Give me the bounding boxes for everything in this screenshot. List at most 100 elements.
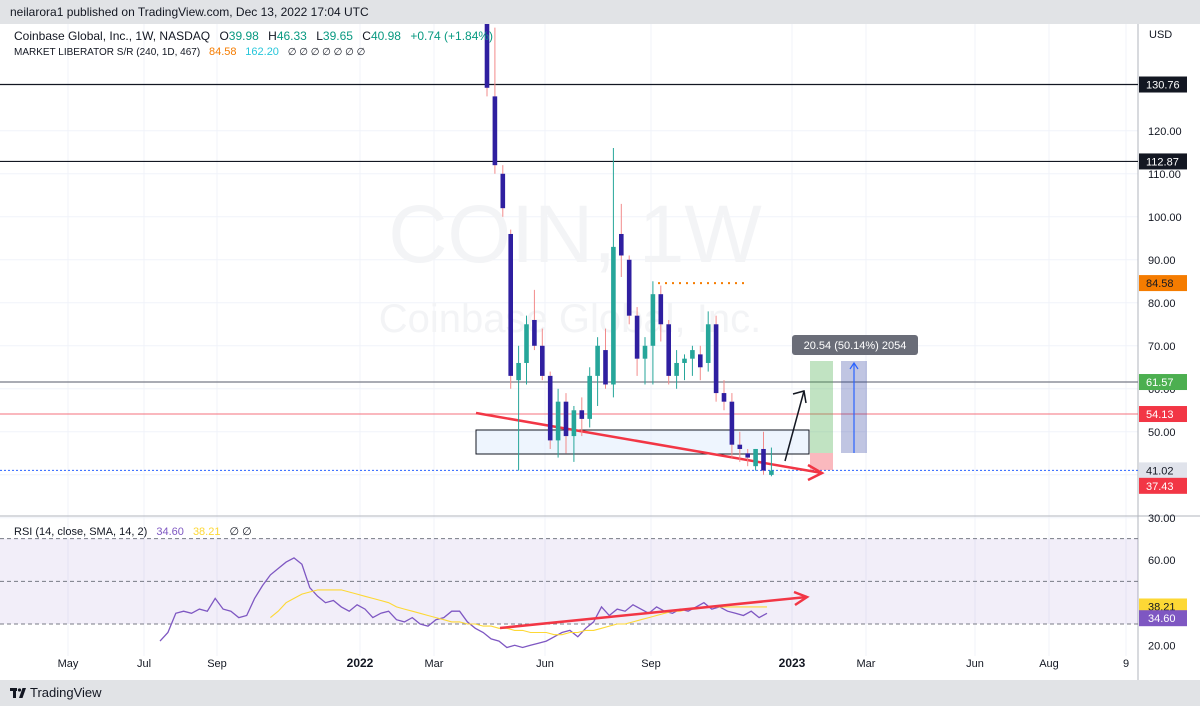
- time-tick: Sep: [641, 658, 661, 670]
- candle: [713, 315, 719, 402]
- candle-body: [634, 315, 640, 359]
- publish-bar: neilarora1 published on TradingView.com,…: [0, 0, 1200, 24]
- price-trend-arrowhead: [807, 463, 825, 482]
- rsi-drawings[interactable]: [499, 590, 810, 630]
- candle-body: [650, 294, 656, 346]
- candle-body: [603, 350, 608, 385]
- watermark: COIN, 1W Coinbase Global, Inc.: [379, 189, 763, 341]
- price-tag-112.87: [1139, 153, 1187, 170]
- time-axis[interactable]: May Jul Sep 2022 Mar Jun Sep 2023 Mar Jun Aug 9: [58, 656, 1129, 670]
- candle: [595, 337, 600, 406]
- legend-c-label: C: [362, 29, 371, 43]
- price-axis[interactable]: USD30.0040.0050.0060.0070.0080.0090.0010…: [1139, 29, 1187, 525]
- candle-body: [516, 362, 521, 381]
- long-position-target[interactable]: [810, 361, 833, 453]
- price-levels: [0, 83, 1138, 471]
- candle: [634, 307, 640, 376]
- svg-text:MARKET LIBERATOR S/R (240, 1D,: MARKET LIBERATOR S/R (240, 1D, 467) 84.5…: [14, 46, 365, 58]
- candle-body: [737, 444, 743, 449]
- svg-text:RSI (14, close, SMA, 14, 2): RSI (14, close, SMA, 14, 2) 34.60 38.21 …: [14, 526, 252, 538]
- rsi-tag: [1139, 610, 1187, 627]
- candle: [579, 397, 585, 437]
- time-tick: 2023: [779, 656, 806, 670]
- candle: [555, 388, 561, 458]
- rsi-ma-value: 38.21: [193, 526, 221, 538]
- time-tick: 2022: [347, 656, 374, 670]
- price-tag-41.02: [1139, 462, 1187, 479]
- candle: [524, 315, 529, 385]
- candle: [587, 367, 592, 428]
- candle-body: [532, 319, 537, 346]
- candle: [547, 371, 553, 449]
- time-tick: Jun: [536, 658, 554, 670]
- rsi-tick: 60.00: [1148, 555, 1176, 567]
- long-position-stop[interactable]: [810, 453, 833, 470]
- rsi-legend: RSI (14, close, SMA, 14, 2) 34.60 38.21 …: [14, 526, 252, 538]
- projection-arrow[interactable]: [784, 390, 805, 462]
- price-tag-130.76: [1139, 76, 1187, 93]
- candle-body: [769, 470, 774, 475]
- indicator-placeholders: ∅ ∅ ∅ ∅ ∅ ∅ ∅: [288, 47, 366, 58]
- measure-arrowhead: [849, 361, 859, 370]
- rsi-tick: 20.00: [1148, 640, 1176, 652]
- candle-body: [595, 345, 600, 376]
- candle: [500, 165, 506, 217]
- candle: [666, 319, 671, 385]
- candle-body: [666, 324, 671, 376]
- time-tick: Aug: [1039, 658, 1059, 670]
- time-tick: 9: [1123, 658, 1129, 670]
- rsi-pane[interactable]: [0, 538, 1138, 649]
- legend-close: 40.98: [371, 29, 401, 43]
- legend-low: 39.65: [323, 29, 353, 43]
- candle-body: [540, 345, 545, 376]
- candle: [705, 311, 711, 372]
- rsi-value: 34.60: [156, 526, 184, 538]
- candle-body: [547, 375, 553, 441]
- candle-body: [524, 324, 529, 363]
- rsi-trendline[interactable]: [499, 595, 808, 630]
- candle-body: [587, 375, 592, 419]
- candle: [745, 448, 750, 467]
- candle: [571, 405, 577, 462]
- legend-open: 39.98: [229, 29, 259, 43]
- candle-body: [713, 324, 719, 394]
- candle-body: [611, 246, 616, 385]
- candle: [492, 27, 498, 174]
- candle-body: [642, 345, 648, 359]
- candle-body: [579, 410, 585, 419]
- candles[interactable]: [484, 24, 774, 477]
- candle-body: [492, 96, 498, 166]
- legend-l-label: L: [316, 29, 323, 43]
- candle-body: [721, 393, 727, 402]
- price-tag-61.57: [1139, 374, 1187, 391]
- candle: [611, 147, 616, 398]
- candle: [642, 337, 648, 385]
- candle: [769, 447, 774, 477]
- candle-body: [705, 324, 711, 363]
- candle-body: [555, 401, 561, 441]
- candle-body: [698, 354, 703, 368]
- price-tag-84.58: [1139, 275, 1187, 292]
- legend-h-label: H: [268, 29, 277, 43]
- candle-body: [571, 410, 577, 437]
- candle-body: [508, 233, 513, 376]
- price-tick: 100.00: [1148, 212, 1182, 224]
- candle-body: [626, 259, 632, 316]
- currency-label: USD: [1149, 29, 1172, 41]
- time-tick: Sep: [207, 658, 227, 670]
- legend-change: +0.74 (+1.84%): [410, 29, 493, 43]
- legend-high: 46.33: [277, 29, 307, 43]
- price-tick: 80.00: [1148, 298, 1176, 310]
- time-tick: Jul: [137, 658, 151, 670]
- legend-o-label: O: [219, 29, 228, 43]
- time-tick: Jun: [966, 658, 984, 670]
- price-tick: 70.00: [1148, 341, 1176, 353]
- candle: [658, 285, 664, 342]
- price-tick: 30.00: [1148, 513, 1176, 525]
- chart-canvas[interactable]: COIN, 1W Coinbase Global, Inc. 20.54 (50…: [0, 24, 1200, 680]
- measure-label-box: [792, 335, 918, 355]
- time-tick: May: [58, 658, 79, 670]
- candle: [508, 229, 513, 389]
- candle-body: [563, 401, 569, 437]
